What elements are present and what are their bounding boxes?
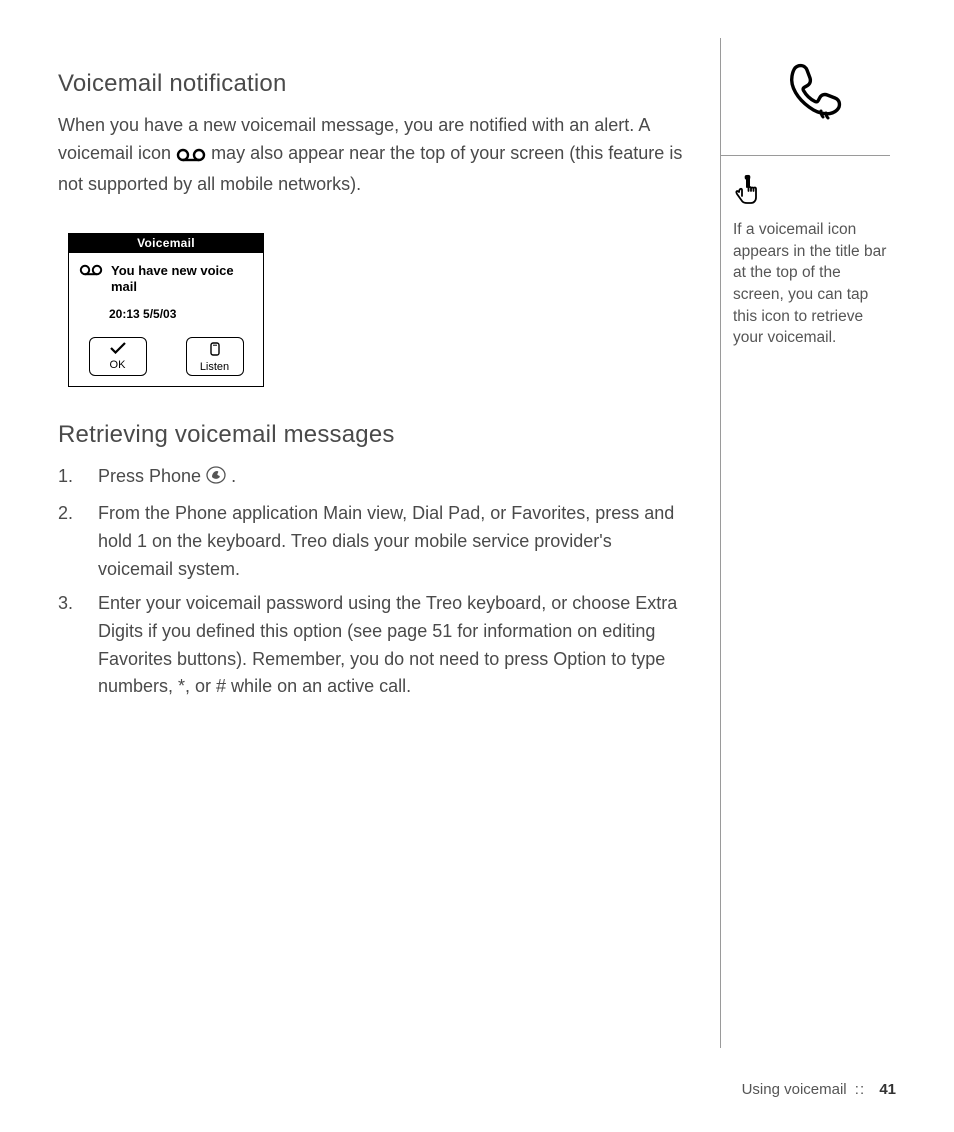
voicemail-icon bbox=[79, 263, 103, 282]
dialog-message-row: You have new voice mail bbox=[79, 263, 253, 296]
phone-small-icon bbox=[210, 342, 220, 359]
paragraph-notification: When you have a new voicemail message, y… bbox=[58, 112, 688, 199]
tip-text: If a voicemail icon appears in the title… bbox=[733, 219, 890, 349]
sidebar: If a voicemail icon appears in the title… bbox=[720, 38, 890, 1048]
step-3: Enter your voicemail password using the … bbox=[58, 590, 688, 702]
tip-hand-icon bbox=[733, 174, 890, 209]
listen-button[interactable]: Listen bbox=[186, 337, 244, 376]
dialog-timestamp: 20:13 5/5/03 bbox=[109, 307, 253, 321]
heading-voicemail-notification: Voicemail notification bbox=[58, 70, 688, 98]
listen-label: Listen bbox=[200, 361, 229, 373]
dialog-body: You have new voice mail 20:13 5/5/03 bbox=[69, 253, 263, 330]
ok-button[interactable]: OK bbox=[89, 337, 147, 376]
dialog-message: You have new voice mail bbox=[111, 263, 253, 296]
main-column: Voicemail notification When you have a n… bbox=[58, 70, 688, 707]
phone-large-icon bbox=[781, 60, 843, 127]
phone-button-icon bbox=[206, 465, 226, 494]
steps-list: Press Phone . From the Phone application… bbox=[58, 463, 688, 701]
chapter-icon-wrap bbox=[721, 38, 890, 156]
check-icon bbox=[110, 342, 126, 357]
step1-text-a: Press Phone bbox=[98, 466, 206, 486]
voicemail-icon bbox=[176, 143, 206, 171]
footer-separator: :: bbox=[855, 1081, 865, 1098]
voicemail-alert-dialog: Voicemail You have new voice mail 20:13 … bbox=[68, 233, 264, 388]
page-footer: Using voicemail :: 41 bbox=[742, 1081, 896, 1098]
dialog-buttons: OK Listen bbox=[69, 329, 263, 386]
heading-retrieving: Retrieving voicemail messages bbox=[58, 421, 688, 449]
page-number: 41 bbox=[879, 1081, 896, 1098]
manual-page: Voicemail notification When you have a n… bbox=[0, 0, 954, 1132]
ok-label: OK bbox=[110, 359, 126, 371]
footer-section-name: Using voicemail bbox=[742, 1081, 847, 1098]
step-2: From the Phone application Main view, Di… bbox=[58, 500, 688, 584]
dialog-title: Voicemail bbox=[69, 234, 263, 253]
step-1: Press Phone . bbox=[58, 463, 688, 494]
step1-text-b: . bbox=[231, 466, 236, 486]
